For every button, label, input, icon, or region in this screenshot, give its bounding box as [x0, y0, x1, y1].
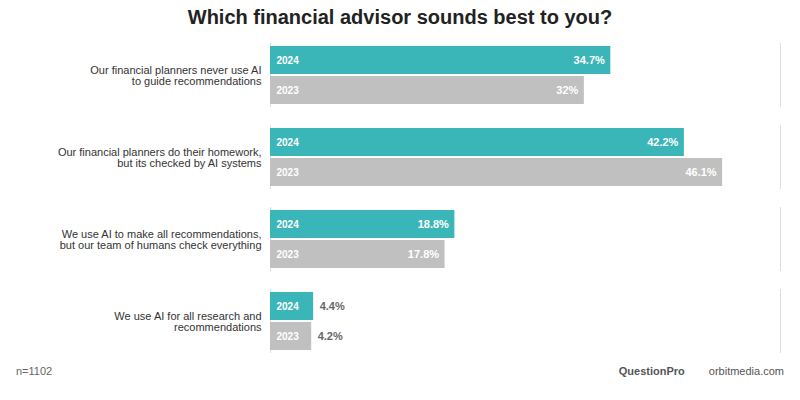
html-text:Which financial advisor sounds: Which financial advisor sounds best to y… [187, 6, 613, 28]
html-text:QuestionPro: QuestionPro [618, 365, 685, 377]
svg-text:34.7%: 34.7% [574, 54, 605, 66]
svg-text:4.2%: 4.2% [318, 330, 343, 342]
svg-text:2024: 2024 [277, 219, 300, 230]
svg-text:We use AI for all research and: We use AI for all research andrecommenda… [114, 310, 262, 333]
svg-text:2023: 2023 [277, 331, 300, 342]
html-text:orbitmedia.com: orbitmedia.com [708, 365, 784, 377]
html-text:n=1102: n=1102 [16, 365, 53, 377]
svg-text:2023: 2023 [277, 249, 300, 260]
svg-text:2024: 2024 [277, 301, 300, 312]
svg-text:32%: 32% [556, 84, 578, 96]
svg-text:2023: 2023 [277, 167, 300, 178]
svg-text:17.8%: 17.8% [408, 248, 439, 260]
svg-text:4.4%: 4.4% [320, 300, 345, 312]
svg-text:We use AI to make all recommen: We use AI to make all recommendations,bu… [60, 228, 262, 251]
svg-text:2024: 2024 [277, 137, 300, 148]
svg-text:Our financial planners do thei: Our financial planners do their homework… [58, 146, 262, 169]
svg-text:2024: 2024 [277, 55, 300, 66]
svg-text:46.1%: 46.1% [685, 166, 716, 178]
svg-text:Our financial planners never u: Our financial planners never use AIto gu… [90, 64, 262, 87]
svg-text:42.2%: 42.2% [647, 136, 678, 148]
svg-text:2023: 2023 [277, 85, 300, 96]
svg-text:18.8%: 18.8% [418, 218, 449, 230]
